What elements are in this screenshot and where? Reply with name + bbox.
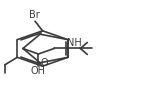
Text: NH: NH [67, 38, 82, 48]
Text: Br: Br [29, 10, 40, 20]
Text: OH: OH [31, 66, 46, 76]
Text: O: O [41, 58, 49, 68]
